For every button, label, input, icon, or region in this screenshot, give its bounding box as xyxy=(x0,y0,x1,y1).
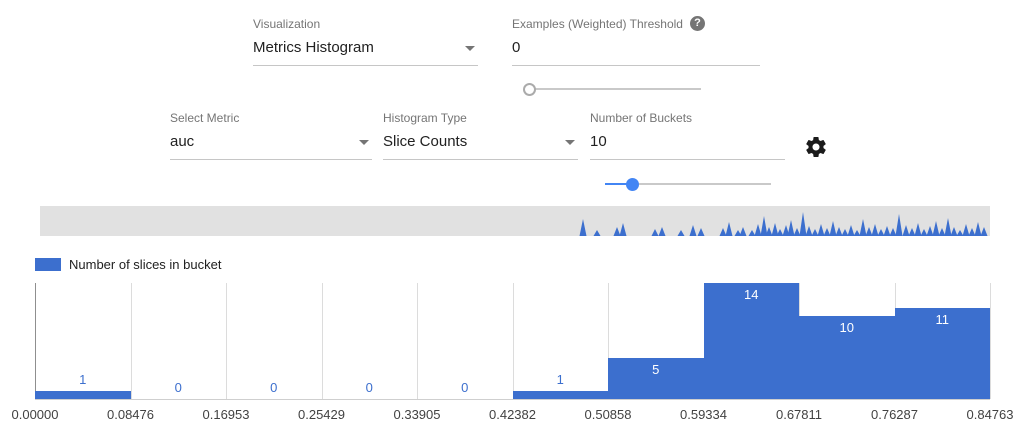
metric-field: Select Metric auc xyxy=(170,110,372,160)
x-tick-label: 0.67811 xyxy=(775,407,823,422)
histogram-type-label: Histogram Type xyxy=(383,110,467,125)
gridline xyxy=(512,283,514,399)
bar-value-label: 0 xyxy=(270,380,278,395)
slice-overview-strip[interactable] xyxy=(40,206,990,236)
metric-select[interactable]: auc xyxy=(170,133,372,160)
visualization-value: Metrics Histogram xyxy=(253,39,374,56)
visualization-field: Visualization Metrics Histogram xyxy=(253,16,478,66)
threshold-input[interactable] xyxy=(512,39,760,66)
bar-value-label: 0 xyxy=(461,380,469,395)
x-tick-label: 0.08476 xyxy=(107,407,154,422)
x-tick-label: 0.84763 xyxy=(966,407,1014,422)
x-tick-label: 0.50858 xyxy=(584,407,632,422)
histogram-type-select[interactable]: Slice Counts xyxy=(383,133,578,160)
num-buckets-slider-track xyxy=(605,183,771,185)
legend-label: Number of slices in bucket xyxy=(69,257,222,272)
gridline xyxy=(321,283,323,399)
bar-value-label: 10 xyxy=(839,320,854,336)
histogram-type-value: Slice Counts xyxy=(383,133,468,150)
chevron-down-icon xyxy=(359,140,369,145)
bar-value-label: 0 xyxy=(174,380,182,395)
visualization-select[interactable]: Metrics Histogram xyxy=(253,39,478,66)
bar-value-label: 1 xyxy=(79,371,87,387)
threshold-field: Examples (Weighted) Threshold ? xyxy=(512,16,760,66)
threshold-slider-thumb[interactable] xyxy=(522,83,536,96)
x-tick-label: 0.33905 xyxy=(393,407,441,422)
histogram-bar[interactable] xyxy=(35,390,131,399)
bar-value-label: 14 xyxy=(744,287,759,302)
histogram-bar[interactable] xyxy=(608,357,704,399)
y-axis-line xyxy=(35,283,36,399)
threshold-slider[interactable] xyxy=(522,82,701,96)
metric-label: Select Metric xyxy=(170,110,240,125)
bar-value-label: 1 xyxy=(556,371,564,387)
gridline xyxy=(226,283,227,399)
gridline xyxy=(990,283,991,399)
visualization-label: Visualization xyxy=(253,16,321,31)
x-axis: 0.00000 0.08476 0.16953 0.25429 0.33905 0.423… xyxy=(12,407,1014,425)
x-tick-label: 0.42382 xyxy=(489,407,536,422)
metric-value: auc xyxy=(170,133,195,150)
gridline xyxy=(608,283,609,399)
threshold-label: Examples (Weighted) Threshold xyxy=(512,16,683,31)
histogram-bar[interactable] xyxy=(894,307,990,399)
x-tick-label: 0.59334 xyxy=(680,407,727,422)
bar-value-label: 0 xyxy=(365,380,373,395)
chevron-down-icon xyxy=(565,140,575,145)
chart-legend: Number of slices in bucket xyxy=(35,257,221,272)
chevron-down-icon xyxy=(465,46,475,51)
histogram-bar[interactable] xyxy=(703,283,799,399)
gear-icon[interactable] xyxy=(804,135,828,159)
bar-value-label: 5 xyxy=(652,361,660,377)
x-tick-label: 0.25429 xyxy=(298,407,345,422)
buckets-slider-fill xyxy=(605,183,632,185)
num-buckets-field: Number of Buckets xyxy=(590,110,785,160)
x-tick-label: 0.16953 xyxy=(202,407,250,422)
gridline xyxy=(417,283,418,399)
x-tick-label: 0.00000 xyxy=(11,407,59,422)
help-icon[interactable]: ? xyxy=(689,16,705,31)
threshold-slider-track xyxy=(525,88,701,90)
num-buckets-label: Number of Buckets xyxy=(590,110,693,125)
num-buckets-input[interactable] xyxy=(590,133,785,160)
legend-swatch xyxy=(35,258,61,271)
buckets-slider-thumb[interactable] xyxy=(625,178,639,191)
histogram-chart[interactable]: 1 0 0 0 0 1 5 14 10 11 xyxy=(35,283,991,400)
minimap-spikes xyxy=(579,212,988,236)
histogram-type-field: Histogram Type Slice Counts xyxy=(383,110,578,160)
num-buckets-slider[interactable] xyxy=(605,177,771,191)
gridline xyxy=(130,283,132,399)
histogram-bar[interactable] xyxy=(512,390,608,399)
bar-value-label: 11 xyxy=(935,311,950,327)
x-tick-label: 0.76287 xyxy=(871,407,918,422)
histogram-bar[interactable] xyxy=(799,316,895,399)
